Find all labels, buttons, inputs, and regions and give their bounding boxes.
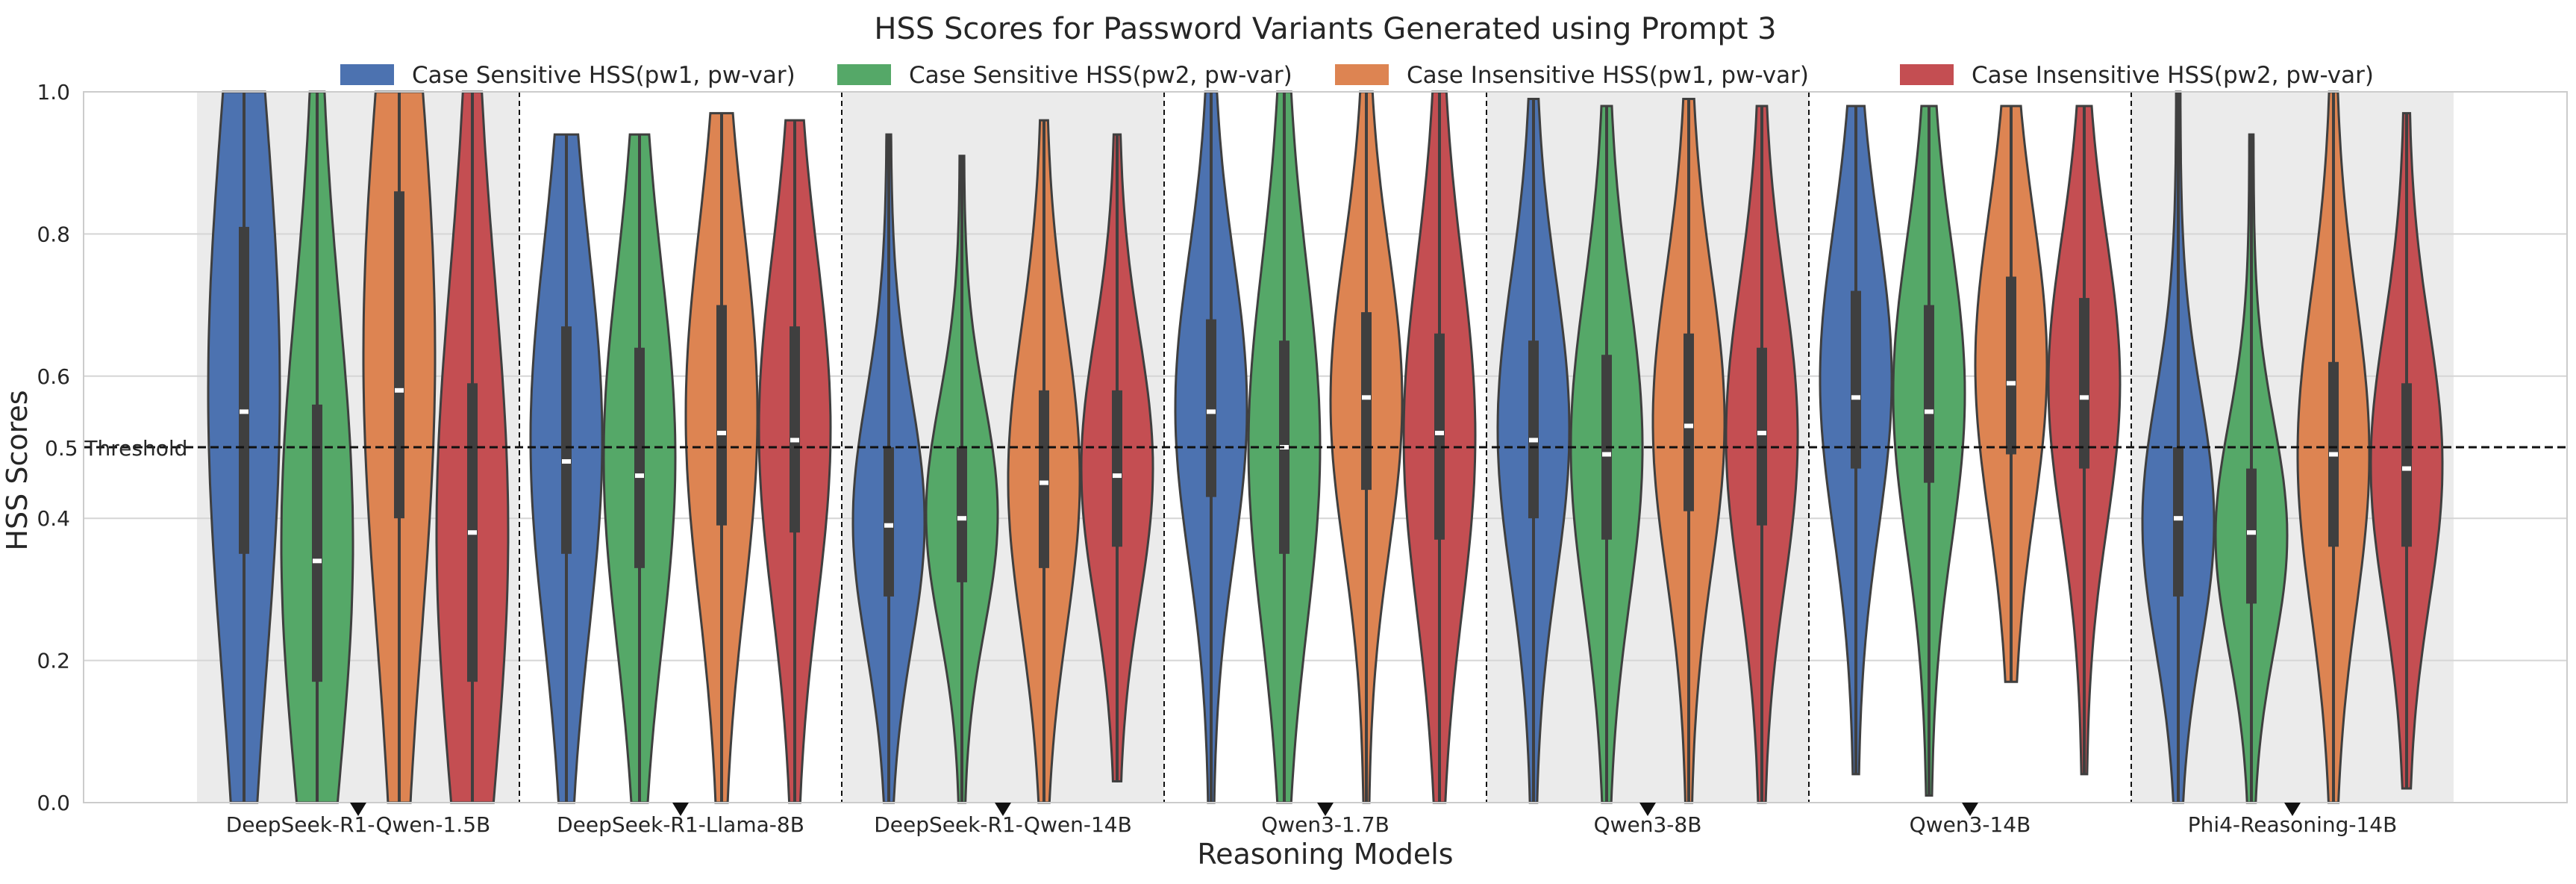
violin-median	[2329, 452, 2338, 457]
violin-median	[790, 438, 799, 443]
violin-iqr-box	[1757, 347, 1767, 526]
violin-iqr-box	[1684, 333, 1694, 511]
legend-label: Case Sensitive HSS(pw1, pw-var)	[412, 62, 795, 89]
violin-median	[2080, 395, 2089, 400]
x-tick-label: Phi4-Reasoning-14B	[2188, 812, 2398, 837]
x-tick-label: Qwen3-1.7B	[1261, 812, 1389, 837]
violin-median	[1851, 395, 1860, 400]
plot-area: 0.0 0.2 0.4 0.6 0.8 1.0 0.5 Threshold DeepSeek-…	[37, 80, 2568, 837]
x-tick-label: DeepSeek-R1-Llama-8B	[557, 812, 804, 837]
legend-label: Case Sensitive HSS(pw2, pw-var)	[909, 62, 1292, 89]
violin-median	[395, 387, 404, 393]
triangle-marker	[350, 803, 366, 816]
violin-median	[1435, 430, 1444, 435]
x-tick-label: DeepSeek-R1-Qwen-14B	[874, 812, 1132, 837]
y-tick-label: 1.0	[37, 80, 70, 105]
triangle-marker	[1317, 803, 1334, 816]
violin-median	[1362, 395, 1371, 400]
legend-label: Case Insensitive HSS(pw1, pw-var)	[1407, 62, 1809, 89]
violin-iqr-box	[716, 305, 727, 526]
x-axis-label: Reasoning Models	[1197, 838, 1453, 871]
violin-iqr-box	[634, 347, 645, 568]
y-axis-label: HSS Scores	[1, 390, 34, 550]
violin-median	[313, 558, 322, 564]
violin-median	[1207, 409, 1216, 414]
legend-item: Case Sensitive HSS(pw1, pw-var)	[340, 62, 795, 89]
violin-median	[1113, 473, 1122, 479]
triangle-marker	[995, 803, 1011, 816]
x-tick-label: DeepSeek-R1-Qwen-1.5B	[226, 812, 490, 837]
legend-label: Case Insensitive HSS(pw2, pw-var)	[1972, 62, 2374, 89]
violin-median	[1602, 452, 1611, 457]
violin-median	[2402, 466, 2411, 471]
x-tick-label: Qwen3-14B	[1910, 812, 2031, 837]
violin-iqr-box	[312, 404, 322, 682]
legend-swatch	[340, 64, 394, 85]
legend-swatch	[1335, 64, 1389, 85]
violin-iqr-box	[2246, 468, 2257, 604]
violin-iqr-box	[1434, 333, 1445, 540]
y-tick-label: 0.0	[37, 791, 70, 815]
violin-iqr-box	[2401, 383, 2412, 547]
threshold-label: 0.5 Threshold	[45, 436, 187, 461]
violin-median	[468, 530, 477, 535]
triangle-marker	[672, 803, 689, 816]
triangle-marker	[1962, 803, 1978, 816]
triangle-marker	[1639, 803, 1656, 816]
violin-median	[635, 473, 644, 479]
violin-iqr-box	[1361, 312, 1372, 491]
x-tick-label: Qwen3-8B	[1594, 812, 1702, 837]
y-tick-label: 0.6	[37, 364, 70, 389]
violin-iqr-box	[1206, 319, 1216, 497]
violin-iqr-box	[2173, 447, 2183, 597]
violin-median	[717, 430, 726, 435]
y-tick-label: 0.8	[37, 222, 70, 246]
y-tick-label: 0.2	[37, 649, 70, 673]
violin-median	[2174, 516, 2183, 521]
legend-item: Case Sensitive HSS(pw2, pw-var)	[837, 62, 1292, 89]
violin-iqr-box	[1851, 290, 1861, 469]
violin-iqr-box	[2006, 276, 2016, 455]
violin-iqr-box	[561, 326, 572, 554]
violin-iqr-box	[1112, 390, 1122, 547]
chart-title: HSS Scores for Password Variants Generat…	[874, 12, 1776, 46]
violin-median	[2247, 530, 2256, 535]
violin-iqr-box	[1039, 390, 1049, 568]
triangle-marker	[2284, 803, 2301, 816]
legend-swatch	[837, 64, 891, 85]
violin-median	[884, 523, 893, 528]
violin-iqr-box	[1924, 305, 1934, 483]
violin-median	[1925, 409, 1933, 414]
legend-swatch	[1900, 64, 1954, 85]
violin-median	[2007, 381, 2016, 386]
violin-iqr-box	[1528, 340, 1539, 519]
violin-iqr-box	[2079, 298, 2089, 469]
violin-iqr-box	[239, 226, 249, 554]
violin-median	[1040, 480, 1048, 485]
violin-median	[562, 459, 571, 464]
legend-item: Case Insensitive HSS(pw1, pw-var)	[1335, 62, 1809, 89]
violin-median	[1529, 438, 1538, 443]
violin-median	[1684, 423, 1693, 429]
violin-median	[1757, 430, 1766, 435]
violin-iqr-box	[957, 447, 967, 582]
legend-item: Case Insensitive HSS(pw2, pw-var)	[1900, 62, 2374, 89]
violin-median	[957, 516, 966, 521]
violin-iqr-box	[790, 326, 800, 533]
violin-iqr-box	[884, 447, 894, 597]
violin-iqr-box	[394, 191, 404, 519]
violin-median	[240, 409, 248, 414]
y-tick-label: 0.4	[37, 506, 70, 531]
legend: Case Sensitive HSS(pw1, pw-var) Case Sens…	[340, 62, 2374, 89]
